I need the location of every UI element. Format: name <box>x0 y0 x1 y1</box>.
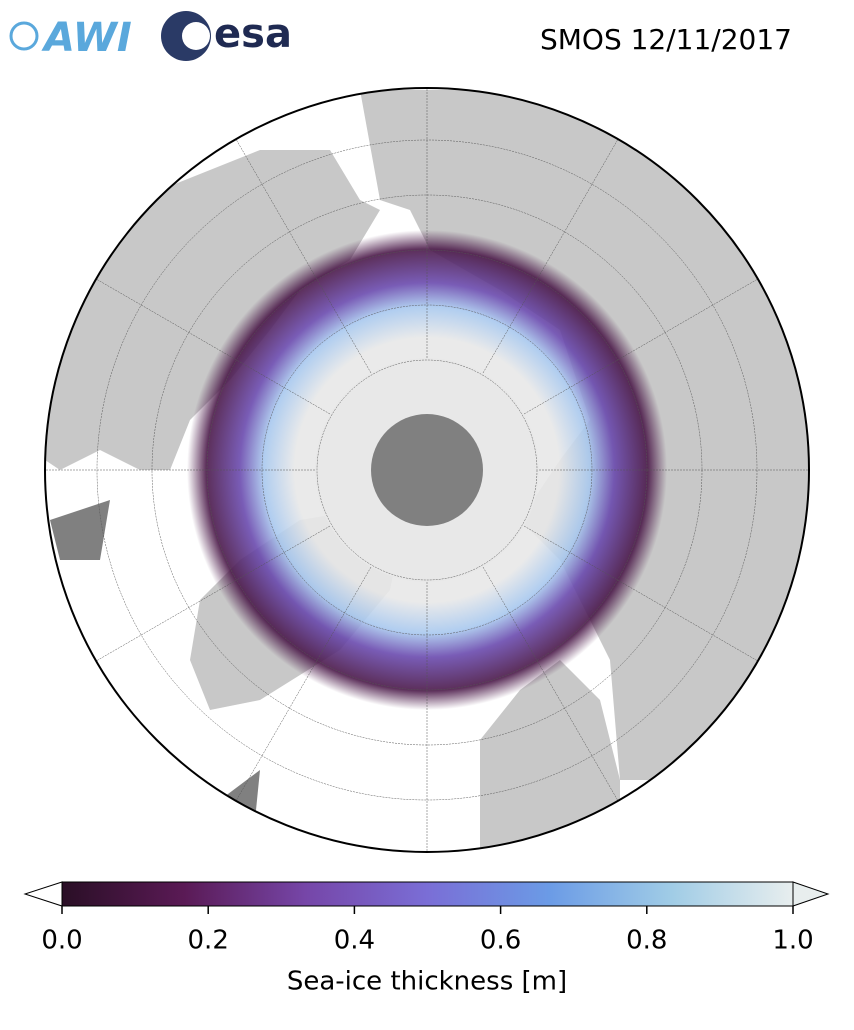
tick-label: 0.8 <box>626 926 667 956</box>
tick-label: 0.6 <box>480 926 521 956</box>
meridian <box>482 123 628 374</box>
meridian <box>226 123 372 374</box>
logo-text: esa <box>214 11 292 57</box>
colorbar-bar <box>61 881 794 907</box>
map-border <box>44 87 810 853</box>
extend-low <box>23 881 63 907</box>
latitude-circle <box>316 359 538 581</box>
logo-text: AWI <box>41 15 132 61</box>
tick-label: 0.2 <box>188 926 229 956</box>
meridian <box>80 525 331 671</box>
tick-label: 1.0 <box>772 926 813 956</box>
map-title: SMOS 12/11/2017 <box>540 23 792 56</box>
graticule <box>45 88 809 852</box>
meridian <box>482 566 628 817</box>
colorbar-label: Sea-ice thickness [m] <box>287 967 567 997</box>
meridian <box>523 525 774 671</box>
awi-logo: AWI <box>9 15 132 61</box>
colorbar: Sea-ice thickness [m] 0.0 0.2 0.4 0.6 0.8 1.0 <box>23 881 830 997</box>
map <box>45 88 809 852</box>
esa-logo: esa <box>161 11 292 61</box>
meridian <box>226 566 372 817</box>
meridian <box>523 269 774 415</box>
meridian <box>80 269 331 415</box>
tick-label: 0.0 <box>41 926 82 956</box>
tick-label: 0.4 <box>334 926 375 956</box>
extend-high <box>792 881 830 907</box>
